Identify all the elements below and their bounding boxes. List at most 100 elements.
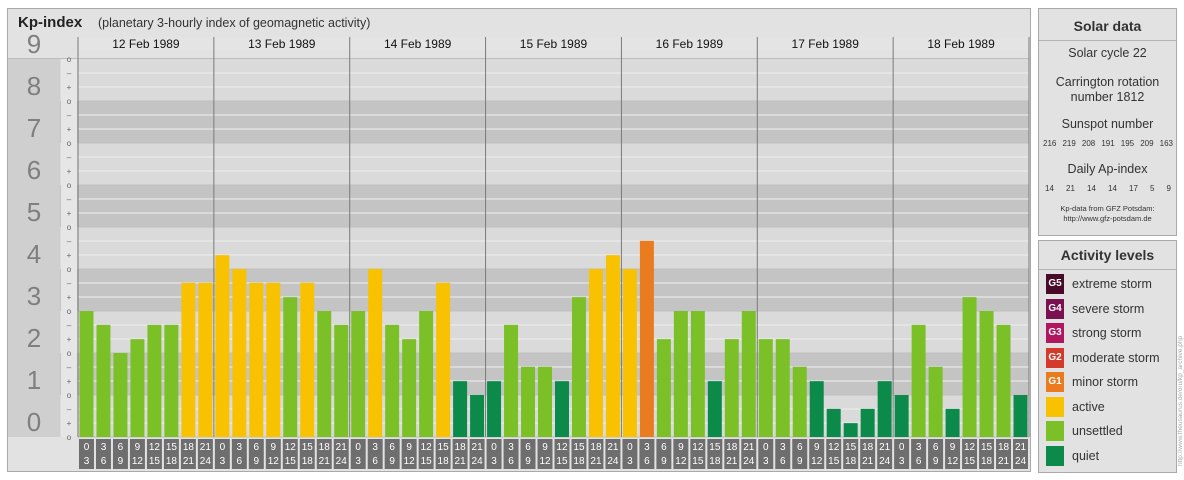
- hour-start-label: 12: [285, 442, 297, 453]
- hour-start-label: 12: [828, 442, 840, 453]
- sub-tick-label: –: [67, 195, 72, 204]
- day-header: [485, 37, 622, 51]
- ap-values: 14 21 14 14 17 5 9: [1045, 184, 1171, 193]
- hour-end-label: 9: [797, 456, 803, 467]
- hour-end-label: 21: [862, 456, 874, 467]
- kp-bar: [724, 339, 739, 437]
- kp-bar: [487, 381, 502, 437]
- sub-tick-label: o: [67, 181, 72, 190]
- kp-bar: [266, 282, 281, 437]
- hour-end-label: 3: [627, 456, 633, 467]
- hour-box: [95, 439, 111, 469]
- hour-end-label: 24: [607, 456, 619, 467]
- chart-subtitle: (planetary 3-hourly index of geomagnetic…: [98, 16, 371, 30]
- hour-end-label: 24: [336, 456, 348, 467]
- hour-box: [503, 439, 519, 469]
- hour-box: [367, 439, 383, 469]
- hour-box: [79, 439, 94, 469]
- hour-start-label: 18: [998, 442, 1010, 453]
- kp-bar: [470, 395, 485, 437]
- y-tick-label: 7: [27, 113, 41, 143]
- kp-bar: [113, 353, 128, 437]
- day-label: 13 Feb 1989: [248, 37, 316, 51]
- hour-end-label: 9: [525, 456, 531, 467]
- hour-end-label: 15: [556, 456, 568, 467]
- hour-end-label: 12: [811, 456, 823, 467]
- day-header: [78, 37, 214, 51]
- sunspot-value: 195: [1120, 139, 1135, 148]
- hour-end-label: 12: [268, 456, 280, 467]
- hour-end-label: 12: [539, 456, 551, 467]
- hour-box: [180, 439, 196, 469]
- kp-bar: [741, 311, 756, 437]
- hour-end-label: 21: [183, 456, 195, 467]
- hour-box: [112, 439, 128, 469]
- hour-end-label: 12: [947, 456, 959, 467]
- hour-end-label: 6: [372, 456, 378, 467]
- legend-item: G5 extreme storm: [1046, 274, 1174, 294]
- hour-end-label: 24: [472, 456, 484, 467]
- kp-bar: [843, 423, 858, 437]
- hour-box: [384, 439, 400, 469]
- hour-start-label: 15: [166, 442, 178, 453]
- legend-label: strong storm: [1072, 326, 1142, 340]
- hour-box: [809, 439, 825, 469]
- hour-box: [792, 439, 808, 469]
- hour-end-label: 3: [491, 456, 497, 467]
- hour-end-label: 21: [998, 456, 1010, 467]
- hour-end-label: 3: [84, 456, 90, 467]
- hour-end-label: 9: [254, 456, 260, 467]
- hour-box: [316, 439, 332, 469]
- ap-value: 17: [1129, 184, 1138, 193]
- hour-box: [452, 439, 468, 469]
- sub-tick-label: o: [67, 139, 72, 148]
- y-tick-label: 3: [27, 281, 41, 311]
- legend-item: G4 severe storm: [1046, 298, 1174, 319]
- subtick-column: [61, 59, 77, 437]
- day-label: 16 Feb 1989: [656, 37, 724, 51]
- hour-start-label: 9: [406, 442, 412, 453]
- hour-box: [129, 439, 145, 469]
- legend-swatch: [1046, 421, 1064, 441]
- ap-value: 21: [1066, 184, 1075, 193]
- hour-end-label: 9: [661, 456, 667, 467]
- hour-start-label: 15: [845, 442, 857, 453]
- hour-end-label: 6: [508, 456, 514, 467]
- sub-tick-label: –: [67, 321, 72, 330]
- hour-box: [639, 439, 655, 469]
- kp-bar: [588, 269, 603, 437]
- hour-box: [163, 439, 179, 469]
- sunspot-value: 208: [1081, 139, 1096, 148]
- kp-bar: [317, 311, 332, 437]
- legend-item: active: [1046, 396, 1174, 417]
- sub-tick-label: –: [67, 237, 72, 246]
- solar-data-title: Solar data: [1073, 18, 1142, 34]
- kp-bar: [300, 282, 315, 437]
- hour-box: [622, 439, 638, 469]
- hour-box: [724, 439, 740, 469]
- y-tick-label: 4: [27, 239, 41, 269]
- kp-bar: [419, 311, 434, 437]
- hour-box: [877, 439, 893, 469]
- hour-end-label: 21: [319, 456, 331, 467]
- kp-bar: [96, 324, 111, 437]
- legend-label: quiet: [1072, 448, 1100, 463]
- hour-box: [707, 439, 723, 469]
- sub-tick-label: o: [67, 265, 72, 274]
- hour-box: [775, 439, 791, 469]
- hour-box: [860, 439, 876, 469]
- hour-end-label: 6: [780, 456, 786, 467]
- legend-swatch: G1: [1046, 372, 1064, 392]
- hour-start-label: 21: [879, 442, 891, 453]
- hour-start-label: 12: [692, 442, 704, 453]
- sub-tick-label: +: [67, 125, 72, 134]
- kp-bar: [249, 282, 264, 437]
- ap-value: 9: [1166, 184, 1171, 193]
- ap-title: Daily Ap-index: [1067, 162, 1148, 176]
- hour-box: [435, 439, 451, 469]
- hour-start-label: 15: [573, 442, 585, 453]
- hour-end-label: 24: [200, 456, 212, 467]
- kp-bar: [962, 297, 977, 437]
- kp-bar: [436, 282, 451, 437]
- hour-end-label: 18: [166, 456, 178, 467]
